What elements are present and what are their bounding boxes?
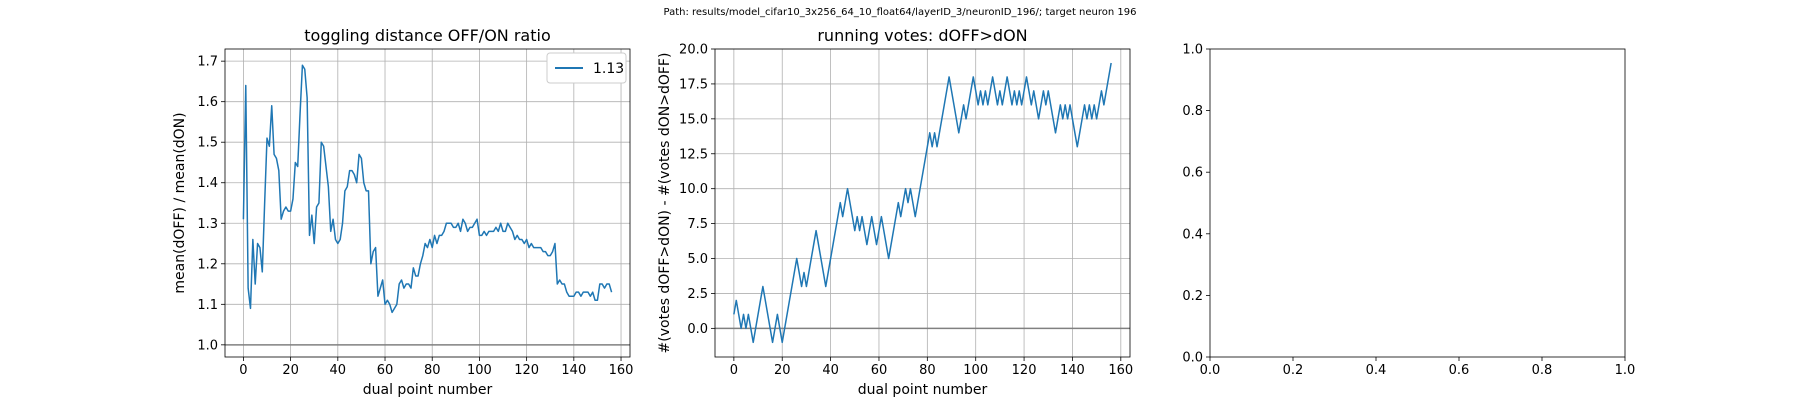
y-tick-label: 0.0	[1182, 351, 1203, 366]
legend-label: 1.13	[593, 61, 624, 77]
legend: 1.13	[546, 52, 627, 84]
x-tick-label: 120	[1012, 363, 1037, 378]
y-tick-label: 0.6	[1182, 166, 1203, 181]
y-tick-label: 1.6	[197, 95, 218, 110]
x-tick-label: 60	[377, 363, 394, 378]
y-axis-label: #(votes dOFF>dON) - #(votes dON>dOFF)	[657, 53, 673, 354]
y-tick-label: 15.0	[679, 112, 708, 127]
x-tick-label: 100	[467, 363, 492, 378]
chart-empty-axes: 0.0 0.2 0.4 0.6 0.8 1.0 0.0 0.2 0.4 0.6 0.8 1.0	[1182, 43, 1635, 379]
y-tick-label: 1.1	[197, 298, 218, 313]
y-tick-label: 1.2	[197, 257, 218, 272]
x-axis-label: dual point number	[363, 382, 493, 398]
x-tick-label: 0.0	[1200, 363, 1221, 378]
x-axis-label: dual point number	[858, 382, 988, 398]
x-tick-label: 0.2	[1283, 363, 1304, 378]
axes-frame	[224, 48, 631, 358]
y-tick-label: 0.4	[1182, 227, 1203, 242]
series-line-0	[242, 64, 613, 314]
x-tick-label: 40	[822, 363, 839, 378]
figure-suptitle: Path: results/model_cifar10_3x256_64_10_…	[664, 7, 1137, 18]
x-tick-label: 80	[919, 363, 936, 378]
y-tick-label: 1.3	[197, 217, 218, 232]
y-tick-label: 0.2	[1182, 289, 1203, 304]
x-tick-label: 160	[1108, 363, 1133, 378]
y-tick-label: 7.5	[687, 217, 708, 232]
chart-running-votes: 0 20 40 60 80 100 120 140 160 0.0 2.5 5.0 7.5 10.0 12.…	[657, 26, 1133, 398]
y-axis-label: mean(dOFF) / mean(dON)	[172, 112, 188, 293]
y-tick-label: 1.0	[1182, 43, 1203, 58]
chart-title: toggling distance OFF/ON ratio	[304, 26, 550, 45]
y-tick-label: 1.5	[197, 136, 218, 151]
x-tick-label: 0	[239, 363, 247, 378]
x-tick-label: 0	[730, 363, 738, 378]
chart-toggling-distance-ratio: 0 20 40 60 80 100 120 140 160 1.0 1.1 1.2 1.3 1.4 1.5 1…	[172, 26, 633, 398]
y-tick-label: 12.5	[679, 147, 708, 162]
x-tick-label: 140	[1060, 363, 1085, 378]
axes-frame	[714, 48, 1131, 358]
x-tick-label: 80	[424, 363, 441, 378]
y-tick-label: 2.5	[687, 287, 708, 302]
x-tick-label: 1.0	[1615, 363, 1636, 378]
x-tick-label: 160	[609, 363, 634, 378]
y-tick-label: 17.5	[679, 77, 708, 92]
y-tick-label: 1.7	[197, 55, 218, 70]
x-tick-label: 0.8	[1532, 363, 1553, 378]
x-tick-label: 20	[282, 363, 299, 378]
series-line-0	[733, 62, 1112, 344]
chart-title: running votes: dOFF>dON	[817, 26, 1027, 45]
x-tick-label: 40	[330, 363, 347, 378]
x-tick-label: 120	[514, 363, 539, 378]
x-tick-label: 100	[963, 363, 988, 378]
y-tick-label: 10.0	[679, 182, 708, 197]
y-tick-label: 5.0	[687, 252, 708, 267]
y-tick-label: 0.0	[687, 322, 708, 337]
x-tick-label: 140	[561, 363, 586, 378]
y-tick-label: 20.0	[679, 43, 708, 58]
y-tick-label: 0.8	[1182, 104, 1203, 119]
legend-box	[546, 52, 627, 84]
y-tick-label: 1.4	[197, 176, 218, 191]
x-tick-label: 0.4	[1366, 363, 1387, 378]
y-tick-label: 1.0	[197, 338, 218, 353]
x-tick-label: 60	[871, 363, 888, 378]
axes-frame	[1209, 48, 1626, 358]
x-tick-label: 0.6	[1449, 363, 1470, 378]
x-tick-label: 20	[774, 363, 791, 378]
